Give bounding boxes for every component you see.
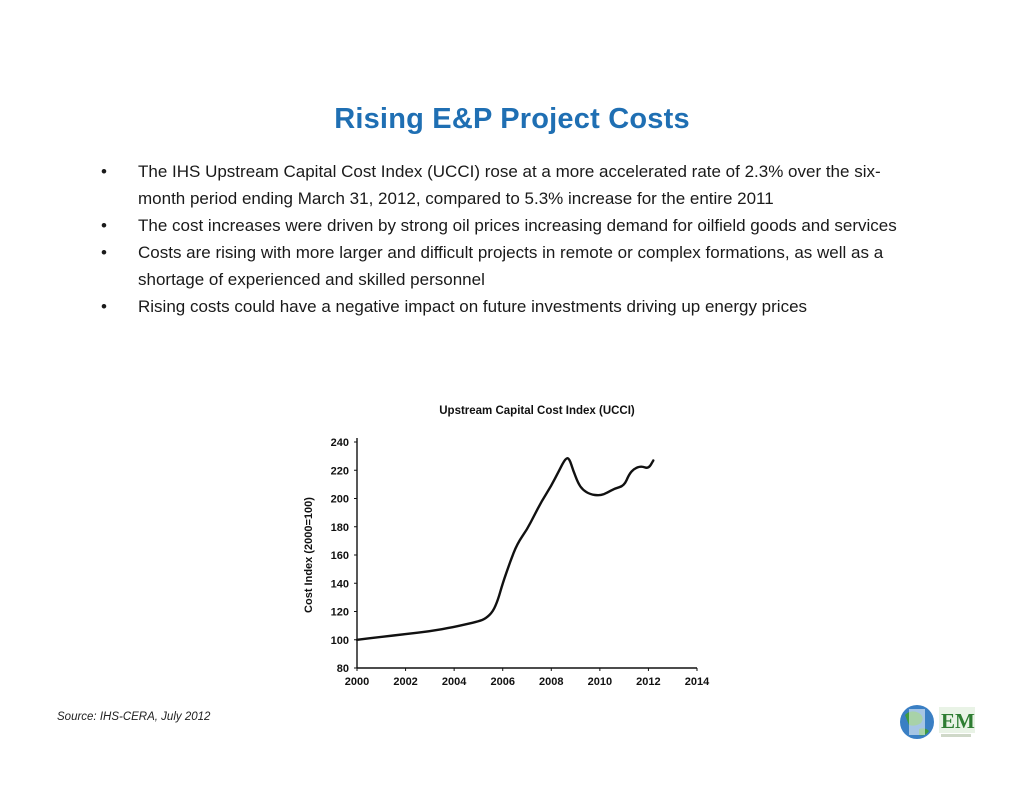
chart-svg: Upstream Capital Cost Index (UCCI) 80 100 1… (303, 405, 710, 688)
bullet-item: • The IHS Upstream Capital Cost Index (UC… (95, 158, 925, 212)
y-tick-label: 240 (331, 437, 349, 449)
x-tick-label: 2002 (393, 676, 417, 688)
bullet-text: Rising costs could have a negative impac… (138, 297, 808, 316)
x-tick-label: 2010 (588, 676, 612, 688)
x-tick-label: 2014 (685, 676, 710, 688)
bullet-item: • Costs are rising with more larger and d… (95, 239, 925, 293)
x-tick-label: 2006 (490, 676, 514, 688)
source-note: Source: IHS-CERA, July 2012 (57, 711, 211, 723)
y-tick-label: 200 (331, 494, 349, 506)
y-tick-label: 180 (331, 522, 349, 534)
x-tick-label: 2012 (636, 676, 660, 688)
ucci-series-line (355, 456, 655, 641)
y-tick-label: 220 (331, 465, 349, 477)
bullet-glyph: • (101, 297, 107, 316)
x-tick-label: 2008 (539, 676, 563, 688)
bullet-item: • Rising costs could have a negative impa… (95, 293, 925, 320)
chart-title: Upstream Capital Cost Index (UCCI) (439, 405, 635, 417)
y-tick-label: 140 (331, 578, 349, 590)
bullet-glyph: • (101, 162, 107, 181)
company-logo: EM (897, 699, 977, 743)
bullet-text: The cost increases were driven by strong… (138, 216, 897, 235)
bullet-item: • The cost increases were driven by stron… (95, 212, 925, 239)
y-tick-label: 160 (331, 550, 349, 562)
bullet-list: • The IHS Upstream Capital Cost Index (UC… (95, 158, 925, 320)
y-tick-label: 100 (331, 635, 349, 647)
x-tick-label: 2004 (442, 676, 467, 688)
y-axis-label: Cost Index (2000=100) (303, 497, 315, 613)
bullet-text: Costs are rising with more larger and di… (138, 243, 884, 289)
bullet-glyph: • (101, 243, 107, 262)
ucci-chart: Upstream Capital Cost Index (UCCI) 80 100 1… (290, 396, 730, 696)
bullet-glyph: • (101, 216, 107, 235)
y-tick-label: 120 (331, 607, 349, 619)
x-tick-label: 2000 (345, 676, 369, 688)
y-tick-label: 80 (337, 663, 349, 675)
bullet-text: The IHS Upstream Capital Cost Index (UCC… (138, 162, 881, 208)
globe-logo-icon: EM (897, 699, 977, 743)
logo-text: EM (941, 709, 975, 733)
slide-title: Rising E&P Project Costs (334, 103, 690, 135)
